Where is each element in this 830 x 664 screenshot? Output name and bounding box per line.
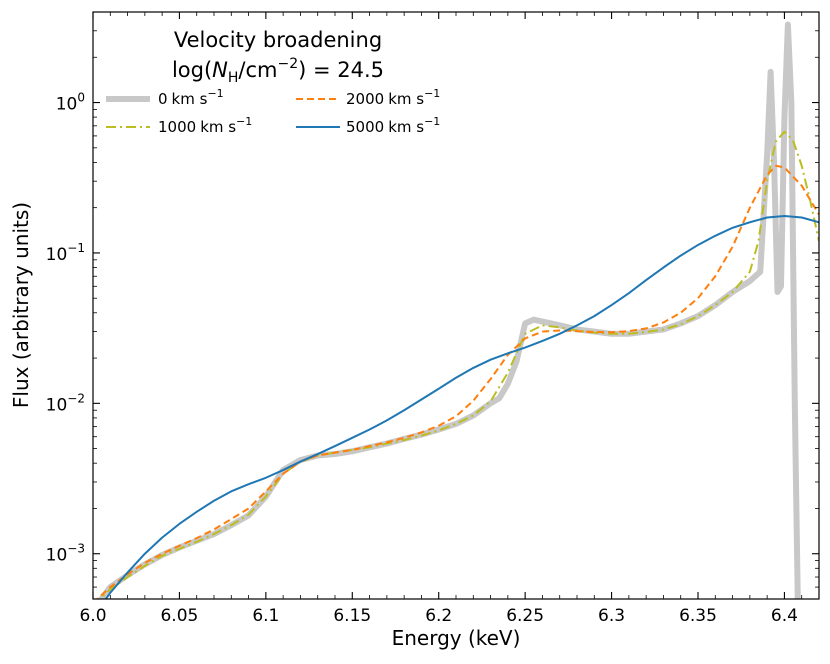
y-tick-label: 10−2 (46, 391, 85, 415)
x-tick-label: 6.35 (679, 606, 717, 626)
x-tick-label: 6.3 (598, 606, 625, 626)
legend-entry-1000kms: 1000 km s−1 (106, 115, 252, 136)
y-tick-label: 100 (56, 91, 85, 115)
x-tick-label: 6.2 (425, 606, 452, 626)
series-line-5000kms (104, 215, 819, 599)
legend-title-line1: Velocity broadening (174, 28, 382, 52)
legend-entry-2000kms: 2000 km s−1 (296, 87, 440, 108)
legend-title-line2: log(NH/cm−2) = 24.5 (172, 56, 384, 86)
x-tick-label: 6.0 (79, 606, 106, 626)
x-tick-label: 6.05 (160, 606, 198, 626)
x-tick-label: 6.15 (333, 606, 371, 626)
legend-entry-5000kms: 5000 km s−1 (296, 115, 440, 136)
legend-label-1000kms: 1000 km s−1 (158, 115, 252, 136)
x-axis-ticks: 6.0 6.05 6.1 6.15 6.2 6.25 6.3 6.35 6.4 (79, 12, 803, 626)
x-tick-label: 6.1 (252, 606, 279, 626)
series-line-1000kms (98, 130, 819, 599)
y-axis-label: Flux (arbitrary units) (9, 202, 33, 408)
legend-entry-0kms: 0 km s−1 (106, 87, 224, 108)
x-tick-label: 6.25 (506, 606, 544, 626)
y-axis-ticks: 10−3 10−2 10−1 100 (46, 11, 819, 600)
x-tick-label: 6.4 (771, 606, 798, 626)
y-tick-label: 10−1 (46, 241, 85, 265)
legend-label-0kms: 0 km s−1 (158, 87, 224, 108)
legend: Velocity broadening log(NH/cm−2) = 24.5 … (106, 28, 440, 136)
y-tick-label: 10−3 (46, 542, 85, 566)
series-layer (95, 21, 819, 599)
x-axis-label: Energy (keV) (392, 626, 521, 650)
series-line-2000kms (95, 164, 819, 599)
legend-label-2000kms: 2000 km s−1 (346, 87, 440, 108)
legend-label-5000kms: 5000 km s−1 (346, 115, 440, 136)
